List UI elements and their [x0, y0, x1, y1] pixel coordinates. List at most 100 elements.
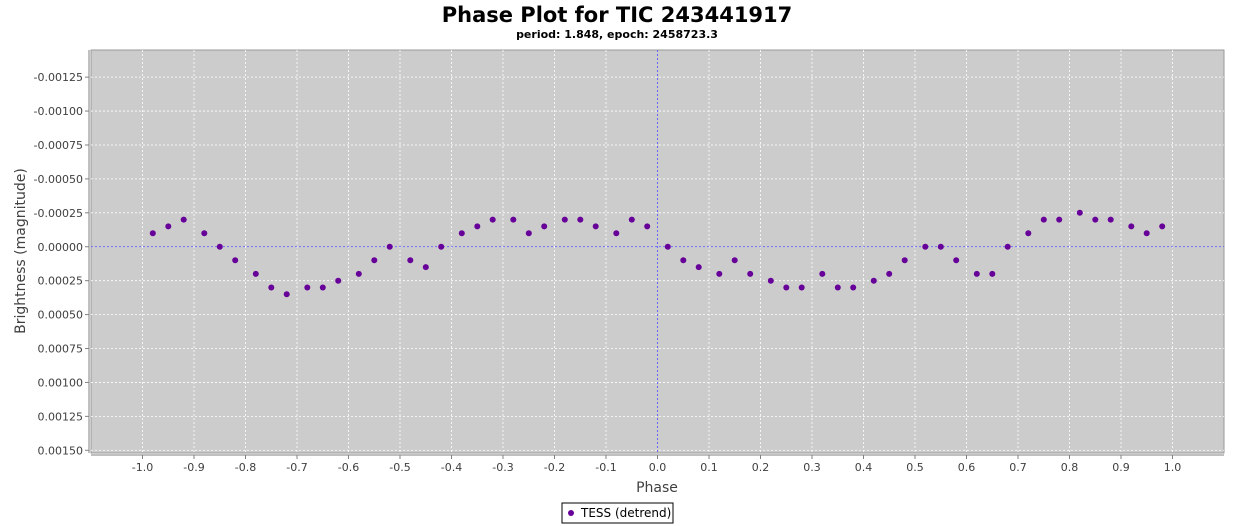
- data-point: [458, 230, 465, 237]
- data-point: [252, 270, 259, 277]
- y-tick-label: -0.00050: [34, 173, 83, 186]
- x-tick-label: -0.6: [338, 461, 359, 474]
- x-tick-label: -0.5: [389, 461, 410, 474]
- data-point: [216, 243, 223, 250]
- legend-box: [561, 502, 674, 524]
- data-point: [695, 264, 702, 271]
- data-point: [577, 216, 584, 223]
- data-point: [613, 230, 620, 237]
- legend: TESS (detrend): [561, 502, 674, 524]
- data-point: [525, 230, 532, 237]
- y-tick-label: -0.00125: [34, 71, 83, 84]
- y-tick-label: 0.00125: [38, 410, 84, 423]
- data-point: [644, 223, 651, 230]
- data-point: [592, 223, 599, 230]
- y-tick-label: 0.00000: [38, 241, 84, 254]
- x-tick-label: 0.5: [906, 461, 924, 474]
- y-tick-label: 0.00100: [38, 376, 84, 389]
- x-tick-label: 0.8: [1061, 461, 1079, 474]
- data-point: [407, 257, 414, 264]
- y-tick-label: 0.00150: [38, 444, 84, 457]
- data-point: [201, 230, 208, 237]
- y-tick-label: 0.00025: [38, 275, 84, 288]
- data-point: [989, 270, 996, 277]
- data-point: [510, 216, 517, 223]
- x-tick-label: -1.0: [132, 461, 153, 474]
- x-tick-label: 0.7: [1009, 461, 1027, 474]
- x-tick-label: 0.3: [803, 461, 821, 474]
- data-point: [819, 270, 826, 277]
- x-tick-label: -0.1: [595, 461, 616, 474]
- x-tick-label: -0.9: [183, 461, 204, 474]
- data-point: [1143, 230, 1150, 237]
- data-point: [973, 270, 980, 277]
- data-point: [901, 257, 908, 264]
- data-point: [1159, 223, 1166, 230]
- y-tick-label: 0.00075: [38, 343, 84, 356]
- data-point: [319, 284, 326, 291]
- data-point: [1040, 216, 1047, 223]
- data-point: [165, 223, 172, 230]
- data-point: [747, 270, 754, 277]
- y-axis-label: Brightness (magnitude): [13, 168, 29, 334]
- data-point: [180, 216, 187, 223]
- data-point: [680, 257, 687, 264]
- legend-marker: [568, 510, 574, 516]
- data-point: [386, 243, 393, 250]
- x-tick-label: 0.1: [700, 461, 718, 474]
- x-tick-label: 0.4: [855, 461, 873, 474]
- chart-title: Phase Plot for TIC 243441917: [442, 3, 793, 27]
- grid-lines: [91, 50, 1224, 453]
- data-point: [937, 243, 944, 250]
- x-tick-label: -0.4: [441, 461, 462, 474]
- zero-lines: [91, 50, 1224, 453]
- data-point: [561, 216, 568, 223]
- data-point: [798, 284, 805, 291]
- data-point: [474, 223, 481, 230]
- data-point: [1092, 216, 1099, 223]
- data-point: [283, 291, 290, 298]
- data-point: [664, 243, 671, 250]
- data-point: [1025, 230, 1032, 237]
- chart-subtitle: period: 1.848, epoch: 2458723.3: [516, 28, 718, 41]
- x-axis-label: Phase: [636, 480, 678, 496]
- data-point: [870, 277, 877, 284]
- data-point: [489, 216, 496, 223]
- y-tick-label: -0.00075: [34, 139, 83, 152]
- data-point: [304, 284, 311, 291]
- data-point: [922, 243, 929, 250]
- data-point: [1128, 223, 1135, 230]
- x-tick-label: -0.3: [492, 461, 513, 474]
- data-point: [355, 270, 362, 277]
- x-axis: -1.0 -0.9 -0.8 -0.7 -0.6 -0.5 -0.4 -0.3 -0.2 -0.1…: [91, 454, 1224, 474]
- x-tick-label: -0.7: [286, 461, 307, 474]
- data-point: [731, 257, 738, 264]
- data-point: [1004, 243, 1011, 250]
- scatter-points: [149, 209, 1166, 298]
- data-point: [268, 284, 275, 291]
- x-tick-label: 0.2: [752, 461, 770, 474]
- data-point: [767, 277, 774, 284]
- data-point: [628, 216, 635, 223]
- data-point: [716, 270, 723, 277]
- data-point: [783, 284, 790, 291]
- y-tick-label: -0.00100: [34, 105, 83, 118]
- x-tick-label: 0.0: [649, 461, 667, 474]
- x-tick-label: 0.6: [958, 461, 976, 474]
- data-point: [886, 270, 893, 277]
- data-point: [541, 223, 548, 230]
- data-point: [371, 257, 378, 264]
- x-tick-label: 1.0: [1164, 461, 1182, 474]
- data-point: [1076, 209, 1083, 216]
- x-tick-label: -0.2: [544, 461, 565, 474]
- data-point: [149, 230, 156, 237]
- data-point: [438, 243, 445, 250]
- y-tick-label: -0.00025: [34, 207, 83, 220]
- x-tick-label: -0.8: [235, 461, 256, 474]
- data-point: [1056, 216, 1063, 223]
- data-point: [422, 264, 429, 271]
- x-tick-label: 0.9: [1112, 461, 1130, 474]
- data-point: [232, 257, 239, 264]
- legend-label-tess-detrend: TESS (detrend): [580, 506, 671, 520]
